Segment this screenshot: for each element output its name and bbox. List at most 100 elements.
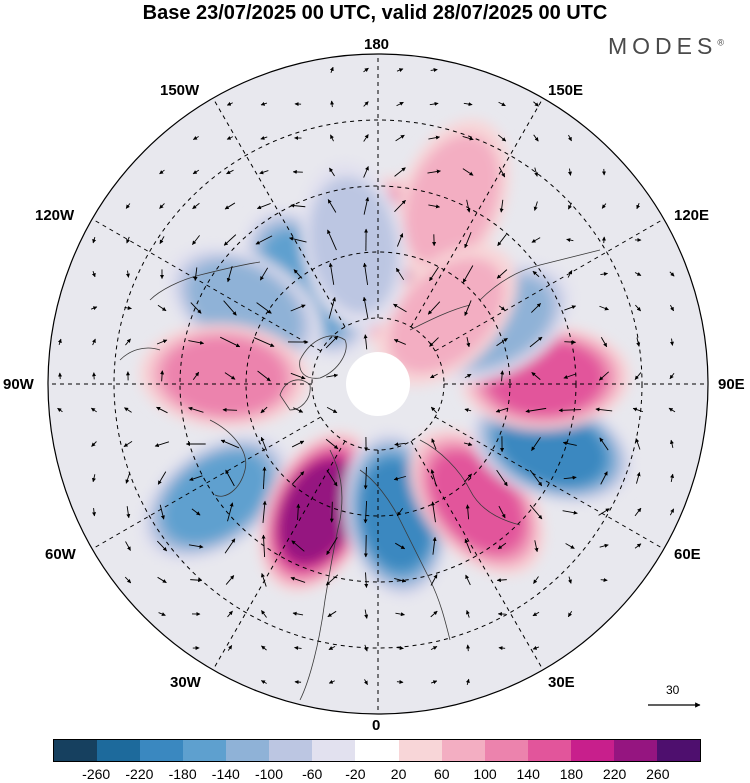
wind-vector-242 (465, 574, 471, 586)
wind-vector-108 (670, 304, 674, 312)
lon-label-90e: 90E (718, 376, 745, 393)
wind-vector-112 (156, 339, 168, 345)
wind-vector-16 (260, 135, 268, 140)
wind-vector-201 (191, 508, 201, 516)
wind-vector-1 (363, 67, 369, 73)
wind-vector-191 (464, 473, 472, 483)
wind-vector-264 (328, 645, 336, 651)
wind-vector-9 (396, 101, 404, 107)
wind-vector-41 (159, 203, 165, 209)
wind-vector-199 (126, 506, 131, 519)
wind-vector-147 (124, 407, 132, 413)
wind-vector-28 (226, 169, 234, 175)
wind-vector-124 (564, 340, 577, 345)
wind-vector-206 (363, 500, 368, 524)
wind-vector-89 (634, 272, 642, 276)
wind-vector-259 (567, 611, 573, 618)
wind-vector-226 (464, 538, 472, 554)
wind-vector-200 (159, 504, 165, 520)
wind-vector-208 (431, 501, 436, 523)
wind-vector-84 (462, 265, 474, 283)
wind-vector-181 (125, 472, 131, 484)
colorbar-tick-11: 180 (559, 766, 584, 782)
wind-vector-159 (595, 407, 613, 412)
wind-vector-271 (260, 680, 267, 685)
wind-vector-216 (125, 541, 131, 551)
wind-vector-237 (290, 576, 306, 583)
anomaly-central-canada-ridge-level-2 (162, 336, 287, 416)
wind-vector-188 (363, 466, 368, 490)
wind-vector-144 (669, 372, 675, 380)
wind-vector-106 (599, 305, 609, 311)
wind-vector-233 (157, 576, 167, 584)
wind-vector-60 (223, 234, 237, 246)
wind-vector-137 (430, 373, 438, 379)
colorbar-swatch-13 (613, 740, 657, 761)
wind-vector-258 (532, 611, 540, 617)
wind-vector-193 (529, 469, 543, 487)
anomaly-chukotka-ridge-level-1 (388, 257, 505, 374)
wind-vector-80 (328, 262, 335, 285)
wind-vector-119 (393, 339, 406, 345)
wind-vector-29 (259, 170, 269, 175)
lon-label-60w: 60W (45, 546, 76, 563)
lon-label-60e: 60E (674, 546, 701, 563)
wind-vector-43 (224, 202, 236, 210)
colorbar-swatch-9 (441, 740, 485, 761)
colorbar-swatch-14 (656, 740, 700, 761)
wind-vector-192 (496, 469, 508, 487)
wind-vector-229 (565, 543, 575, 549)
wind-vector-132 (192, 371, 200, 381)
wind-vector-50 (466, 199, 471, 213)
colorbar-tick-5: -60 (302, 766, 323, 782)
colorbar-tick-4: -100 (254, 766, 284, 782)
wind-vector-244 (533, 576, 539, 584)
wind-vector-214 (634, 507, 642, 517)
wind-vector-96 (256, 302, 272, 314)
wind-vector-161 (668, 407, 676, 413)
wind-vector-263 (294, 645, 302, 651)
wind-vector-241 (430, 574, 438, 586)
wind-vector-178 (635, 438, 641, 450)
colorbar-tick-3: -140 (211, 766, 240, 782)
meridian-240 (91, 218, 322, 352)
wind-vector-212 (562, 510, 578, 515)
colorbar-swatch-5 (269, 740, 313, 761)
colorbar (53, 739, 701, 762)
graticule (48, 54, 708, 714)
wind-vector-273 (328, 679, 335, 684)
wind-vector-207 (396, 507, 404, 517)
wind-vector-194 (563, 475, 577, 480)
wind-vector-167 (260, 436, 268, 451)
wind-vector-114 (219, 336, 241, 348)
wind-vector-14 (192, 135, 199, 140)
wind-vector-34 (427, 169, 441, 174)
wind-vector-155 (464, 408, 472, 413)
wind-vector-115 (253, 337, 275, 347)
wind-vector-135 (290, 372, 306, 380)
wind-vector-240 (394, 578, 407, 583)
wind-vector-268 (466, 644, 471, 652)
wind-vector-90 (669, 271, 675, 277)
wind-vector-232 (124, 576, 132, 584)
colorbar-swatch-1 (97, 740, 141, 761)
lon-label-30e: 30E (548, 674, 575, 691)
wind-vector-220 (261, 534, 266, 558)
wind-vector-225 (432, 536, 437, 555)
wind-vector-247 (158, 612, 166, 616)
wind-vector-18 (330, 134, 334, 142)
latitude-circle-30 (113, 119, 643, 649)
colorbar-tick-8: 60 (434, 766, 450, 782)
wind-vector-265 (363, 644, 368, 652)
wind-vector-162 (91, 441, 97, 447)
wind-vector-252 (327, 610, 337, 618)
wind-vector-100 (393, 303, 407, 313)
colorbar-tick-7: 20 (390, 766, 407, 782)
wind-vector-67 (464, 232, 472, 249)
wind-vector-105 (564, 305, 577, 311)
wind-vector-176 (562, 441, 577, 446)
wind-vector-109 (57, 338, 62, 346)
wind-vector-221 (291, 540, 305, 552)
wind-vector-125 (600, 337, 608, 348)
wind-vector-203 (262, 500, 267, 523)
